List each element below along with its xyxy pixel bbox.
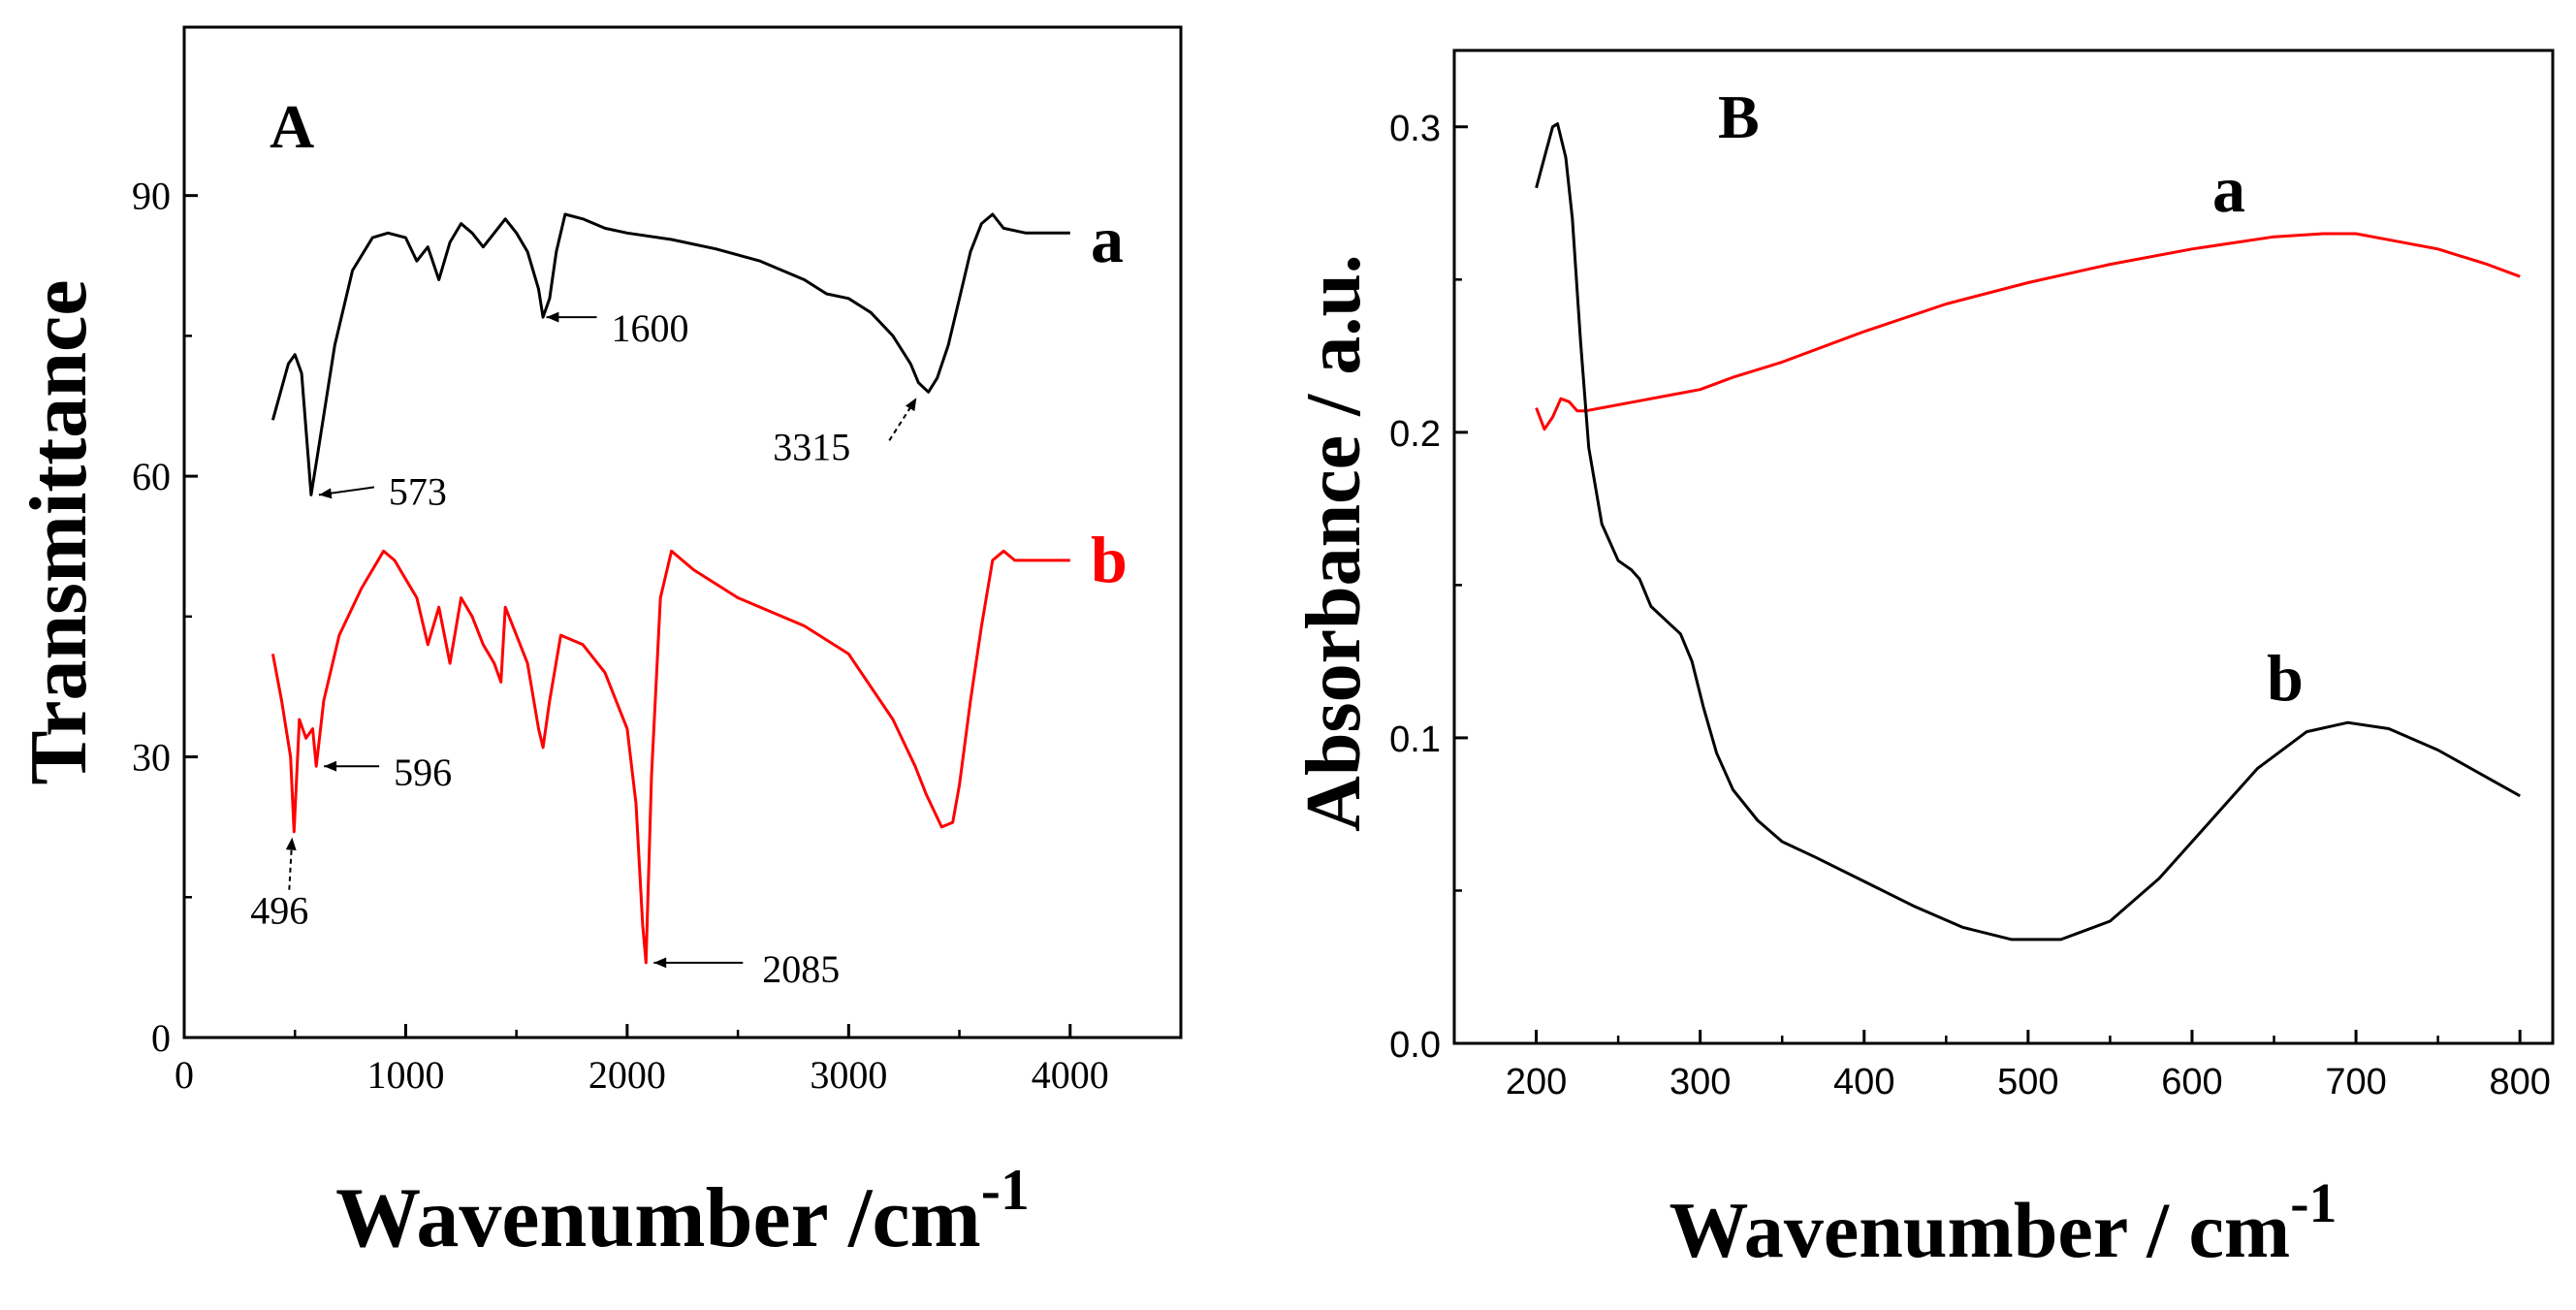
panel-a-series-a-line: [270, 212, 1070, 496]
annotation-label: 573: [389, 469, 447, 513]
x-tick-label: 400: [1833, 1062, 1894, 1102]
annotation-arrowhead: [318, 488, 333, 499]
annotation-arrowhead: [546, 311, 559, 323]
y-tick-label: 0.2: [1389, 414, 1441, 455]
panel-a-series: [270, 212, 1070, 965]
y-tick-label: 60: [132, 455, 171, 498]
annotation-label: 2085: [762, 947, 840, 991]
panel-b-ticks: 200 300 400 500 600 700 800 0.0 0.1 0.2 0.3: [1389, 109, 2551, 1102]
panel-b-y-axis-title: Absorbance / a.u.: [1291, 254, 1377, 832]
panel-b-x-axis-title-text: Wavenumber / cm: [1669, 1186, 2290, 1274]
panel-b-series-a-line: [1535, 232, 2521, 431]
x-tick-label: 3000: [810, 1053, 887, 1097]
panel-b-series: [1535, 122, 2521, 942]
x-tick-label: 200: [1506, 1062, 1567, 1102]
annotation-arrowhead: [285, 837, 297, 851]
panel-b-plot-frame: [1452, 48, 2555, 1045]
panel-a: 0 1000 2000 3000 4000 0 30 60 90 573 1600 3315 596 4…: [14, 25, 1183, 1265]
x-tick-label: 300: [1670, 1062, 1731, 1102]
panel-a-x-axis-title: Wavenumber /cm-1: [335, 1158, 1030, 1265]
panel-a-annotations: 573 1600 3315 596 496 2085: [250, 306, 918, 991]
annotation-label: 1600: [612, 306, 689, 350]
annotation-arrowhead: [905, 398, 917, 412]
panel-a-y-axis-title: Transmittance: [14, 279, 104, 784]
x-tick-label: 500: [1997, 1062, 2058, 1102]
panel-a-letter: A: [270, 92, 314, 161]
panel-b-series-b-line: [1535, 122, 2521, 942]
y-tick-label: 0.3: [1389, 109, 1441, 149]
y-tick-label: 0.0: [1389, 1025, 1441, 1066]
panel-a-plot-frame: [182, 25, 1183, 1039]
panel-a-series-a-label: a: [1091, 203, 1124, 276]
y-tick-label: 0.1: [1389, 719, 1441, 760]
panel-a-x-axis-title-text: Wavenumber /cm: [335, 1171, 981, 1265]
annotation-label: 596: [394, 751, 452, 794]
x-tick-label: 1000: [366, 1053, 444, 1097]
x-tick-label: 2000: [588, 1053, 666, 1097]
y-tick-label: 90: [132, 175, 171, 218]
annotation-arrowhead: [653, 957, 667, 969]
panel-a-x-axis-title-exponent: -1: [981, 1158, 1030, 1222]
panel-a-series-b-label: b: [1091, 523, 1128, 596]
x-tick-label: 4000: [1032, 1053, 1109, 1097]
panel-a-ticks: 0 1000 2000 3000 4000 0 30 60 90: [132, 175, 1109, 1097]
y-tick-label: 0: [151, 1016, 171, 1060]
annotation-label: 496: [250, 889, 308, 933]
panel-b-x-axis-title-exponent: -1: [2290, 1171, 2337, 1234]
panel-b-x-axis-title: Wavenumber / cm-1: [1669, 1171, 2337, 1274]
panel-b-series-a-label: a: [2212, 152, 2245, 226]
x-tick-label: 800: [2489, 1062, 2550, 1102]
annotation-arrowhead: [324, 760, 337, 772]
panel-b-series-b-label: b: [2267, 641, 2304, 715]
x-tick-label: 0: [175, 1053, 194, 1097]
panel-a-series-b-line: [270, 549, 1070, 965]
x-tick-label: 700: [2325, 1062, 2386, 1102]
annotation-label: 3315: [773, 425, 850, 468]
y-tick-label: 30: [132, 736, 171, 780]
x-tick-label: 600: [2161, 1062, 2222, 1102]
panel-b-letter: B: [1718, 82, 1760, 151]
